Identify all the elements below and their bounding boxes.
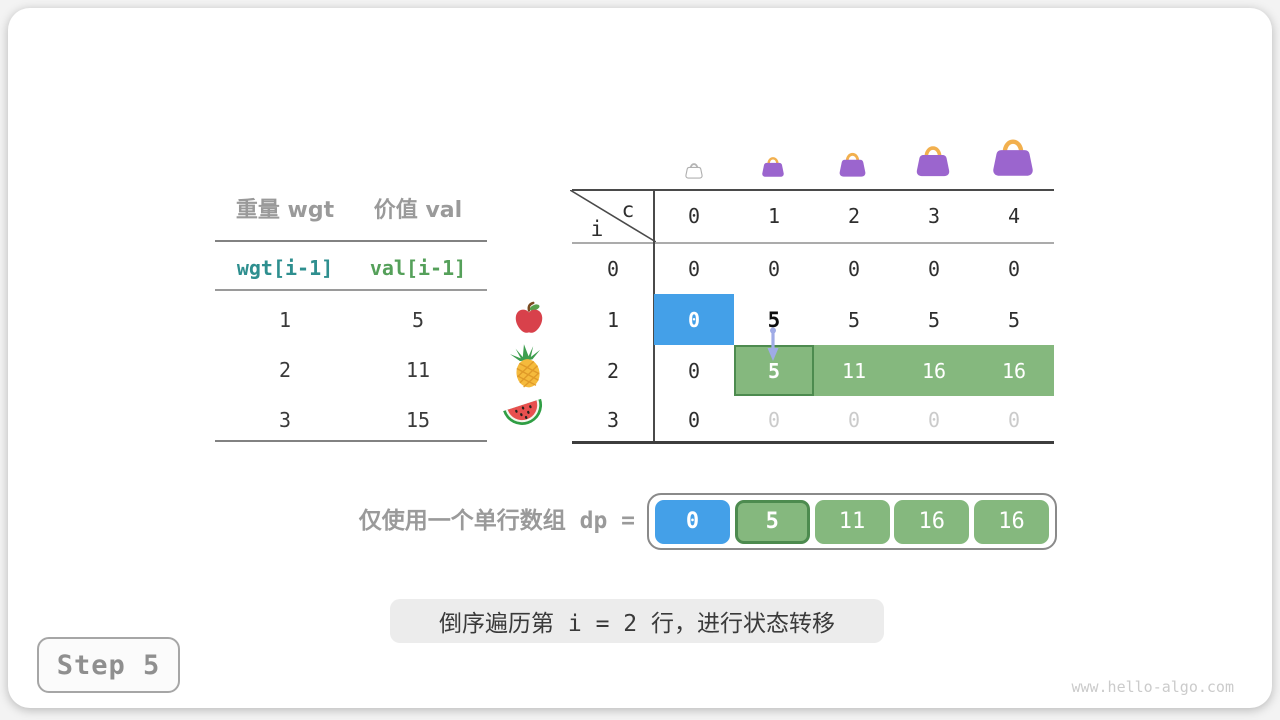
corner-diagonal-line bbox=[570, 190, 656, 243]
dp-array-container: 0 5 11 16 16 bbox=[647, 493, 1057, 550]
bag-icon bbox=[839, 152, 866, 177]
item-2-value: 11 bbox=[405, 358, 431, 382]
dp-table-rule-top bbox=[572, 189, 1054, 191]
items-code-wgt: wgt[i-1] bbox=[236, 256, 334, 280]
corner-label-capacity: c bbox=[621, 198, 635, 222]
apple-icon bbox=[515, 301, 543, 333]
item-1-weight: 1 bbox=[278, 308, 292, 332]
row-header-1: 1 bbox=[606, 307, 620, 332]
col-header-4: 4 bbox=[1007, 204, 1021, 228]
items-header-value: 价值 val bbox=[373, 198, 463, 223]
item-3-value: 15 bbox=[405, 408, 431, 432]
row-header-0: 0 bbox=[606, 256, 620, 281]
dp-cell-3-3-dimmed: 0 bbox=[927, 407, 941, 432]
dp-cell-0-0: 0 bbox=[687, 256, 701, 281]
row-header-3: 3 bbox=[606, 407, 620, 432]
bag-icon bbox=[993, 139, 1033, 176]
col-header-2: 2 bbox=[847, 204, 861, 228]
bag-icon bbox=[916, 146, 950, 177]
dp-array-cell-2: 11 bbox=[814, 499, 890, 544]
bag-outline-icon bbox=[685, 163, 703, 179]
dp-table-rule-bottom bbox=[572, 441, 1054, 444]
dp-array-cell-3: 16 bbox=[894, 499, 970, 544]
dp-matrix: 0 0 0 0 0 0 5 5 5 5 0 5 11 16 16 0 0 0 0… bbox=[654, 243, 1054, 443]
dp-cell-1-3: 5 bbox=[927, 307, 941, 332]
item-3-weight: 3 bbox=[278, 408, 292, 432]
dp-cell-3-4-dimmed: 0 bbox=[1007, 407, 1021, 432]
items-table-rule-bottom bbox=[215, 440, 487, 442]
row-header-2: 2 bbox=[606, 358, 620, 383]
dp-cell-0-4: 0 bbox=[1007, 256, 1021, 281]
col-header-1: 1 bbox=[767, 204, 781, 228]
dp-array-cell-4: 16 bbox=[974, 499, 1049, 544]
item-1-value: 5 bbox=[411, 308, 425, 332]
bag-icon bbox=[762, 157, 784, 177]
dp-cell-3-1-dimmed: 0 bbox=[767, 407, 781, 432]
pineapple-icon bbox=[510, 344, 541, 388]
dp-row-headers: 0 1 2 3 bbox=[573, 243, 653, 443]
items-code-val: val[i-1] bbox=[369, 256, 467, 280]
dp-cell-0-1: 0 bbox=[767, 256, 781, 281]
step-badge: Step 5 bbox=[37, 637, 180, 693]
dp-cell-1-0-highlight-blue: 0 bbox=[654, 294, 734, 345]
watermelon-icon bbox=[503, 398, 542, 425]
dp-cell-0-3: 0 bbox=[927, 256, 941, 281]
dp-cell-2-4-highlight-green: 16 bbox=[974, 345, 1054, 396]
dp-array-cell-1: 5 bbox=[734, 499, 810, 544]
dp-cell-2-3-highlight-green: 16 bbox=[894, 345, 974, 396]
dp-col-headers: 0 1 2 3 4 bbox=[654, 190, 1054, 242]
items-table-rule-top bbox=[215, 240, 487, 242]
dp-cell-1-4: 5 bbox=[1007, 307, 1021, 332]
dp-array-cell-0: 0 bbox=[655, 499, 730, 544]
dp-table-rule-header bbox=[572, 242, 1054, 244]
dp-cell-1-2: 5 bbox=[847, 307, 861, 332]
dp-cell-1-1-source: 5 bbox=[767, 307, 781, 332]
transfer-arrow-icon bbox=[767, 327, 779, 361]
canvas-card bbox=[8, 8, 1272, 708]
dp-cell-2-2-highlight-green: 11 bbox=[814, 345, 894, 396]
dp-cell-2-0: 0 bbox=[687, 358, 701, 383]
col-header-0: 0 bbox=[687, 204, 701, 228]
items-header-weight: 重量 wgt bbox=[235, 198, 335, 223]
corner-label-item: i bbox=[590, 217, 604, 241]
items-table-rule-mid bbox=[215, 289, 487, 291]
dp-cell-3-2-dimmed: 0 bbox=[847, 407, 861, 432]
col-header-3: 3 bbox=[927, 204, 941, 228]
watermark-url: www.hello-algo.com bbox=[1071, 678, 1234, 696]
item-2-weight: 2 bbox=[278, 358, 292, 382]
dp-cell-3-0: 0 bbox=[687, 407, 701, 432]
dp-array-label: 仅使用一个单行数组 dp = bbox=[358, 508, 635, 534]
step-caption: 倒序遍历第 i = 2 行，进行状态转移 bbox=[390, 599, 884, 643]
dp-cell-0-2: 0 bbox=[847, 256, 861, 281]
